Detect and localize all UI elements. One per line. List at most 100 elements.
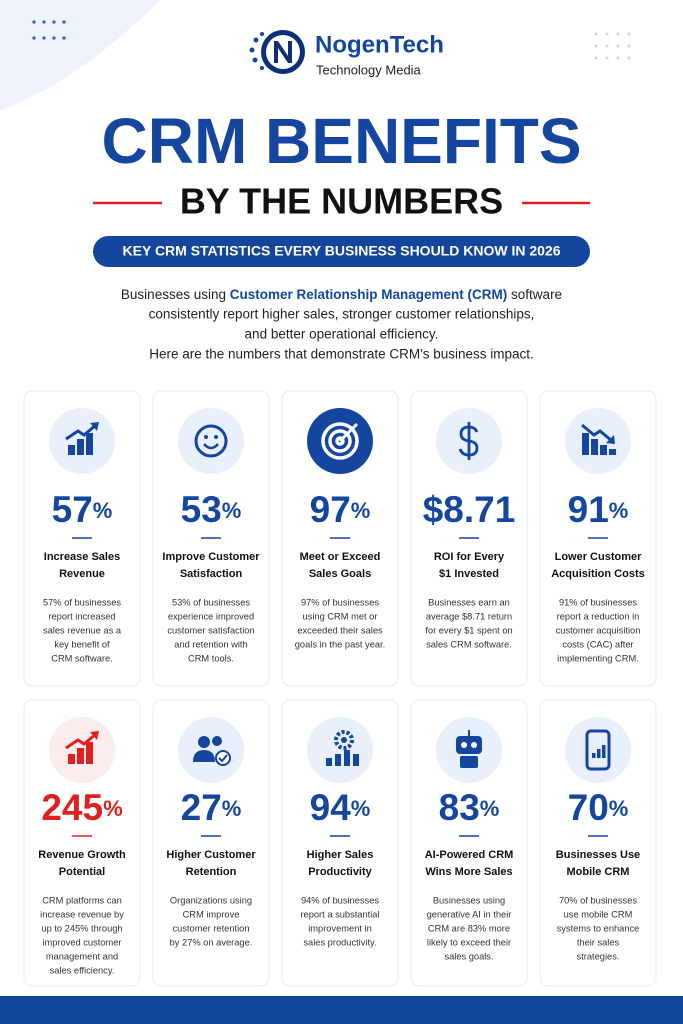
stat-value: 83%	[439, 787, 500, 828]
stat-description: management and	[46, 951, 118, 961]
stat-value: 91%	[568, 489, 629, 530]
stat-description: improved customer	[42, 937, 121, 947]
intro-highlight: Customer Relationship Management (CRM)	[230, 287, 508, 302]
card-box	[152, 699, 270, 987]
icon-part	[344, 750, 350, 766]
corner-decoration	[0, 0, 160, 110]
stat-number: 83	[439, 787, 480, 828]
stat-description: Businesses earn an	[428, 597, 510, 607]
icon-part	[214, 435, 218, 439]
stat-value: 245%	[41, 787, 122, 828]
icon-part	[334, 730, 354, 750]
stat-label: Meet or Exceed	[300, 551, 381, 563]
icon-part	[456, 736, 482, 754]
stat-number: 245	[41, 787, 103, 828]
icon-part	[591, 439, 598, 455]
stat-number: 91	[568, 489, 609, 530]
stat-description: 94% of businesses	[301, 895, 379, 905]
icon-part	[90, 731, 99, 740]
stat-description: average $8.71 return	[426, 611, 512, 621]
stat-label: ROI for Every	[434, 551, 505, 563]
stat-description: sales revenue as a	[43, 625, 122, 635]
stat-description: CRM improve	[183, 909, 240, 919]
stat-label: Revenue Growth	[38, 849, 126, 861]
stat-description: 53% of businesses	[172, 597, 250, 607]
tagline: Technology Media	[316, 62, 422, 77]
icon-part	[90, 422, 99, 431]
title: CRM BENEFITS	[102, 105, 582, 177]
logo-mark	[249, 30, 305, 74]
stat-number: 70	[568, 787, 609, 828]
stat-card: 91% Lower Customer Acquisition Costs 91% of…	[539, 390, 657, 687]
stat-card: $8.71 ROI for Every $1 Invested Businesses …	[410, 390, 528, 687]
stat-description: experience improved	[168, 611, 254, 621]
stat-description: by 27% on average.	[170, 937, 253, 947]
stat-unit: %	[222, 498, 242, 523]
stat-unit: %	[222, 796, 242, 821]
stat-description: Organizations using	[170, 895, 252, 905]
stat-description: up to 245% through	[41, 923, 122, 933]
stat-card: 27% Higher Customer Retention Organizations…	[152, 699, 270, 987]
icon-circle	[307, 717, 373, 783]
footer-bar	[0, 996, 683, 1024]
stat-description: systems to enhance	[557, 923, 640, 933]
stat-description: goals in the past year.	[295, 639, 385, 649]
stat-description: report increased	[48, 611, 115, 621]
stat-card: 53% Improve Customer Satisfaction 53% of bu…	[152, 390, 270, 687]
stat-description: using CRM met or	[303, 611, 378, 621]
stat-label: Wins More Sales	[425, 866, 512, 878]
stat-description: CRM platforms can	[42, 895, 122, 905]
stat-number: 57	[52, 489, 93, 530]
stat-unit: %	[103, 796, 123, 821]
icon-part	[218, 754, 228, 763]
card-box	[539, 699, 657, 987]
icon-part	[335, 436, 345, 446]
icon-part	[335, 754, 341, 766]
stat-description: report a substantial	[300, 909, 379, 919]
icon-part	[321, 422, 359, 460]
stat-card: 94% Higher Sales Productivity 94% of busine…	[281, 699, 399, 987]
icon-part	[326, 758, 332, 766]
icon-part	[471, 742, 477, 748]
stat-description: improvement in	[308, 923, 372, 933]
dots-right	[594, 32, 631, 60]
stat-label: Businesses Use	[556, 849, 640, 861]
stat-value: 27%	[181, 787, 242, 828]
banner-pill	[93, 236, 590, 267]
card-box	[281, 699, 399, 987]
dots	[32, 20, 66, 40]
stat-number: 53	[181, 489, 222, 530]
icon-part	[328, 429, 352, 453]
stat-label: Potential	[59, 866, 105, 878]
icon-part	[460, 756, 478, 768]
intro-line: Here are the numbers that demonstrate CR…	[149, 347, 534, 362]
card-box	[410, 699, 528, 987]
stat-description: use mobile CRM	[564, 909, 633, 919]
stat-unit: %	[480, 796, 500, 821]
stat-description: CRM tools.	[188, 653, 234, 663]
stat-label: $1 Invested	[439, 568, 499, 580]
card-box	[23, 699, 141, 987]
stat-description: sales goals.	[444, 951, 493, 961]
stat-label: AI-Powered CRM	[425, 849, 514, 861]
stat-label: Increase Sales	[44, 551, 120, 563]
icon-part	[609, 449, 616, 455]
intro-line: consistently report higher sales, strong…	[149, 307, 535, 322]
icon-circle	[178, 717, 244, 783]
stat-description: costs (CAC) after	[562, 639, 633, 649]
stat-description: sales CRM software.	[426, 639, 512, 649]
stat-card: 245% Revenue Growth Potential CRM platforms…	[23, 699, 141, 987]
stat-description: customer acquisition	[556, 625, 641, 635]
stat-label: Revenue	[59, 568, 105, 580]
stat-description: customer retention	[173, 923, 250, 933]
icon-part	[606, 435, 615, 444]
stat-value: 97%	[310, 489, 371, 530]
brand: NogenTech	[315, 31, 444, 58]
stat-label: Sales Goals	[309, 568, 371, 580]
intro-text: Businesses using	[121, 287, 226, 302]
icon-part	[77, 748, 84, 764]
stat-description: report a reduction in	[557, 611, 640, 621]
icon-part	[198, 736, 210, 748]
intro-line: Businesses using Customer Relationship M…	[121, 287, 562, 302]
icon-part	[597, 749, 601, 758]
